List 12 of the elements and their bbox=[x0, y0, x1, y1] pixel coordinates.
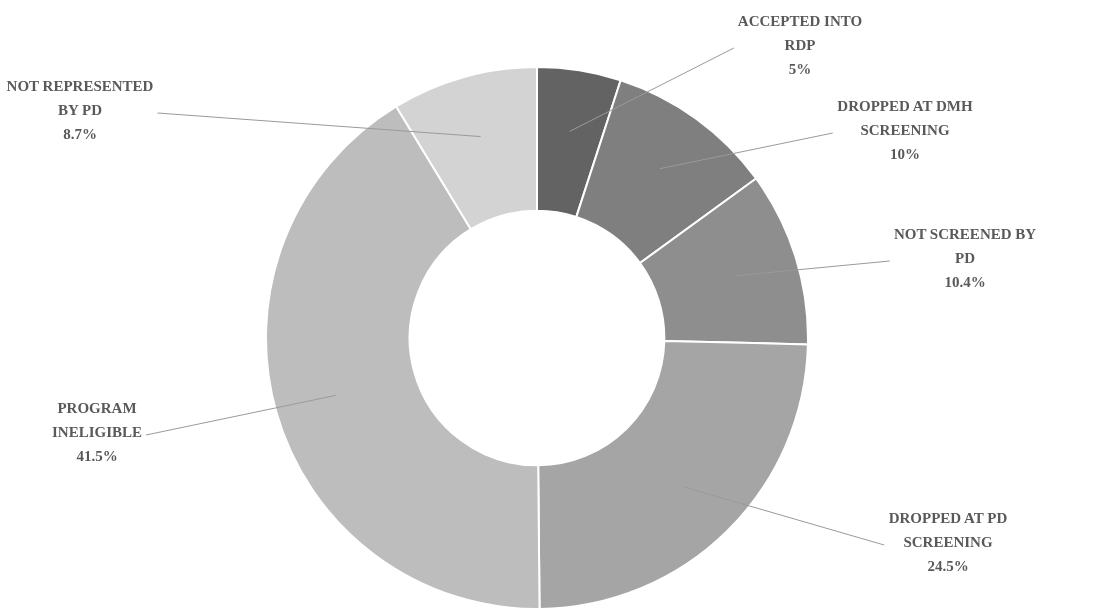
slice-label: NOT SCREENED BY PD bbox=[893, 226, 1037, 267]
data-label: 8.7% bbox=[63, 126, 97, 143]
data-label: 41.5% bbox=[76, 448, 118, 465]
slice-label: PROGRAM INELIGIBLE bbox=[51, 400, 143, 441]
slice-label: NOT REPRESENTED BY PD bbox=[6, 78, 154, 119]
slice-label: ACCEPTED INTO RDP bbox=[737, 13, 863, 54]
data-label: 10% bbox=[890, 146, 920, 163]
data-label: 24.5% bbox=[927, 558, 969, 575]
data-label: 5% bbox=[788, 61, 812, 78]
data-label: 10.4% bbox=[944, 274, 986, 291]
slice-label: DROPPED AT DMH SCREENING bbox=[837, 98, 973, 139]
slice-label: DROPPED AT PD SCREENING bbox=[888, 510, 1008, 551]
